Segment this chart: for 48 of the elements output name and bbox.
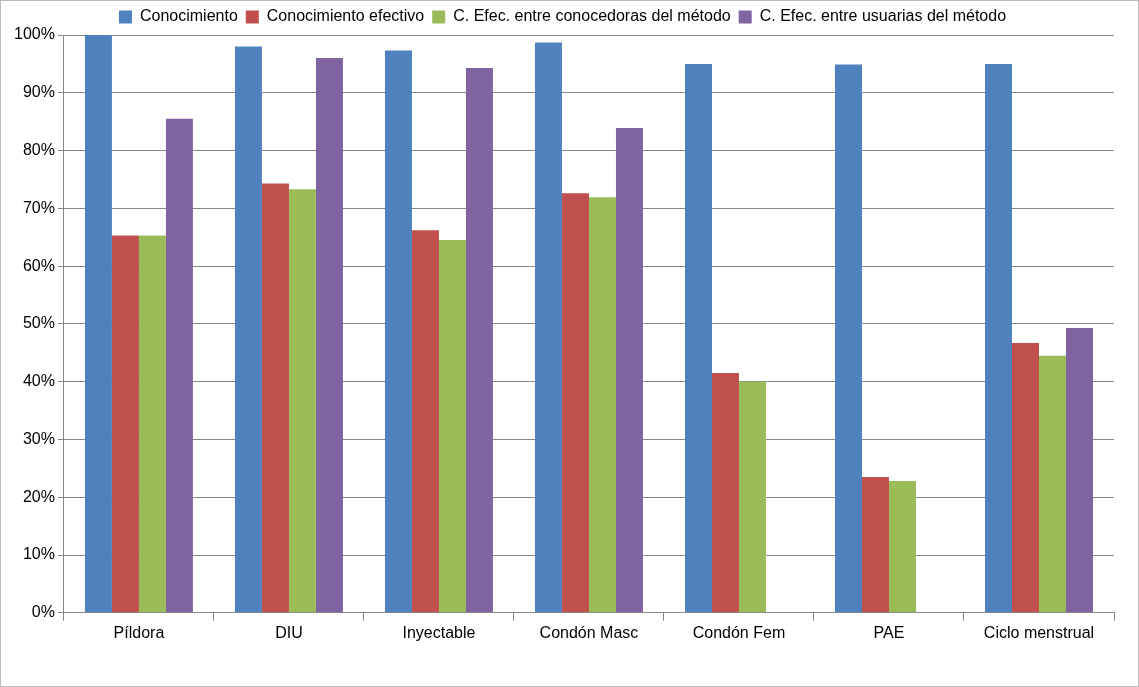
y-tick-label: 0% <box>31 603 55 621</box>
bar <box>1066 327 1093 613</box>
legend-label: C. Efec. entre conocedoras del método <box>453 7 731 25</box>
bar <box>561 193 589 613</box>
y-tick-label: 20% <box>22 487 55 505</box>
bar <box>984 63 1012 613</box>
x-tick-label: Inyectable <box>402 623 476 641</box>
x-tick-label: PAE <box>873 623 905 641</box>
bar <box>165 118 193 613</box>
y-tick-label: 10% <box>22 545 55 563</box>
y-tick-label: 90% <box>22 83 55 101</box>
bar <box>534 42 562 613</box>
bar <box>384 50 412 613</box>
bar <box>111 235 139 613</box>
bar <box>738 381 766 613</box>
y-tick-label: 50% <box>22 314 55 332</box>
bar <box>615 128 643 613</box>
legend-label: Conocimiento <box>139 7 238 25</box>
bar <box>84 35 112 613</box>
bar <box>1011 342 1039 613</box>
y-tick-label: 40% <box>22 372 55 390</box>
legend-label: C. Efec. entre usuarias del método <box>759 7 1007 25</box>
bar <box>138 235 166 613</box>
y-tick-label: 80% <box>22 140 55 158</box>
bar <box>288 189 316 613</box>
bar <box>861 477 889 613</box>
x-tick-label: Condón Fem <box>692 623 786 641</box>
bar <box>465 67 493 613</box>
x-tick-label: Ciclo menstrual <box>983 623 1095 641</box>
bar <box>315 58 343 613</box>
y-tick-label: 60% <box>22 256 55 274</box>
y-tick-label: 70% <box>22 198 55 216</box>
x-tick-label: DIU <box>275 623 303 641</box>
x-tick-label: Condón Masc <box>539 623 639 641</box>
x-tick-label: Píldora <box>113 623 165 641</box>
bar <box>834 64 862 613</box>
bar <box>888 481 916 613</box>
y-tick-label: 30% <box>22 429 55 447</box>
bar <box>438 240 466 613</box>
legend-label: Conocimiento efectivo <box>266 7 425 25</box>
bar <box>1038 355 1066 613</box>
bar <box>588 197 616 613</box>
bar <box>684 63 712 613</box>
bar <box>711 373 739 613</box>
y-tick-label: 100% <box>14 25 55 43</box>
bar <box>234 46 262 613</box>
bar <box>411 230 439 613</box>
bar <box>261 183 289 613</box>
